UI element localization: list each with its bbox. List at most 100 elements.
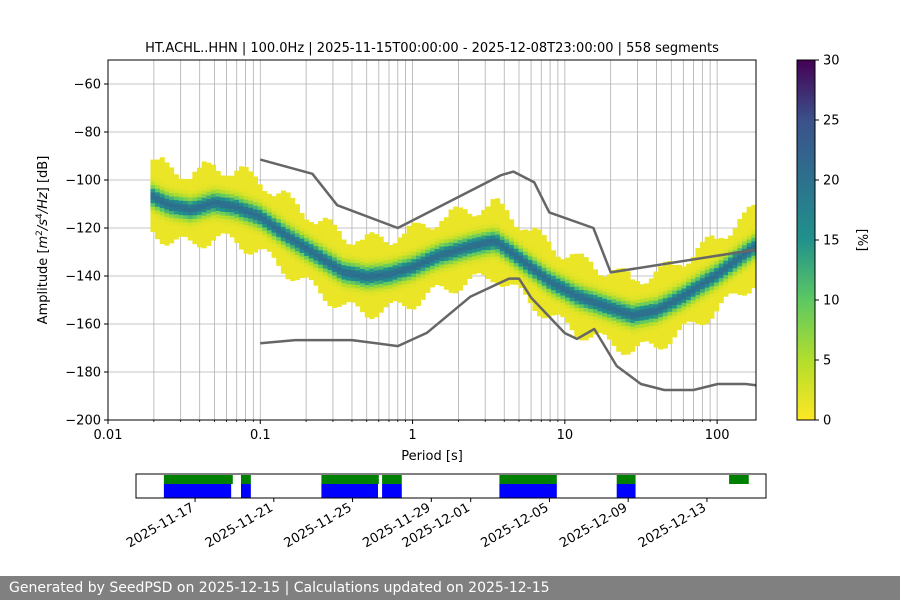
density-cell	[495, 252, 501, 257]
density-cell	[332, 293, 338, 298]
density-cell	[602, 276, 608, 281]
density-cell	[360, 254, 366, 259]
density-cell	[443, 285, 449, 290]
density-cell	[746, 224, 752, 229]
density-cell	[150, 174, 156, 179]
density-cell	[499, 228, 505, 233]
density-cell	[592, 290, 599, 295]
density-cell	[467, 238, 473, 243]
density-cell	[523, 265, 529, 270]
density-cell	[420, 227, 426, 232]
density-cell	[485, 242, 491, 247]
density-cell	[448, 267, 454, 272]
density-cell	[197, 203, 203, 208]
density-cell	[173, 221, 179, 226]
density-cell	[709, 300, 715, 305]
density-cell	[686, 263, 692, 268]
density-cell	[229, 175, 235, 180]
density-cell	[667, 268, 673, 273]
density-cell	[378, 308, 384, 313]
density-cell	[495, 227, 501, 232]
density-cell	[518, 230, 524, 235]
density-cell	[397, 266, 403, 271]
density-cell	[211, 218, 217, 223]
density-cell	[532, 292, 538, 297]
density-cell	[653, 318, 659, 323]
density-cell	[742, 262, 748, 267]
density-cell	[728, 278, 734, 283]
density-cell	[318, 285, 324, 290]
density-cell	[155, 163, 161, 168]
density-cell	[243, 228, 249, 233]
density-cell	[700, 317, 706, 322]
density-cell	[197, 232, 203, 237]
density-cell	[327, 266, 333, 271]
density-cell	[243, 199, 249, 204]
density-cell	[471, 237, 477, 242]
density-cell	[714, 249, 720, 254]
density-cell	[555, 274, 561, 279]
density-cell	[653, 278, 659, 283]
density-cell	[578, 271, 585, 276]
density-cell	[704, 287, 710, 292]
density-cell	[574, 329, 580, 334]
density-cell	[653, 339, 659, 344]
density-cell	[369, 257, 375, 262]
density-cell	[546, 281, 552, 286]
density-cell	[523, 283, 529, 288]
density-cell	[723, 267, 729, 272]
density-cell	[197, 228, 203, 233]
density-cell	[420, 234, 426, 239]
density-cell	[248, 207, 254, 212]
density-cell	[420, 267, 426, 272]
density-cell	[313, 238, 319, 243]
density-cell	[290, 273, 296, 278]
density-cell	[583, 264, 589, 269]
density-cell	[742, 273, 748, 278]
density-cell	[220, 200, 226, 205]
density-cell	[718, 281, 724, 286]
density-cell	[630, 344, 636, 349]
density-cell	[406, 251, 412, 256]
density-cell	[285, 239, 291, 244]
density-cell	[625, 296, 631, 301]
density-cell	[728, 239, 734, 244]
density-cell	[197, 185, 203, 190]
density-cell	[308, 275, 314, 280]
density-cell	[523, 233, 529, 238]
density-cell	[481, 253, 487, 258]
density-cell	[578, 260, 585, 265]
density-cell	[602, 287, 608, 292]
density-cell	[732, 228, 738, 233]
density-cell	[173, 199, 179, 204]
density-cell	[411, 298, 417, 303]
density-cell	[360, 279, 366, 284]
density-cell	[606, 331, 612, 336]
density-cell	[499, 207, 505, 212]
density-cell	[197, 221, 203, 226]
density-cell	[318, 235, 324, 240]
density-cell	[588, 276, 594, 281]
density-cell	[238, 177, 245, 182]
density-cell	[234, 221, 240, 226]
density-cell	[169, 181, 175, 186]
density-cell	[294, 229, 300, 234]
density-cell	[569, 297, 575, 302]
density-cell	[360, 304, 366, 309]
density-cell	[592, 276, 599, 281]
density-cell	[448, 238, 454, 243]
density-cell	[327, 287, 333, 292]
density-cell	[695, 251, 701, 256]
density-cell	[700, 310, 706, 315]
density-cell	[602, 323, 608, 328]
density-cell	[322, 232, 328, 237]
density-cell	[411, 287, 417, 292]
density-cell	[639, 327, 645, 332]
density-cell	[583, 285, 589, 290]
density-cell	[513, 244, 519, 249]
density-cell	[341, 275, 347, 280]
density-cell	[318, 228, 324, 233]
density-cell	[578, 307, 585, 312]
density-cell	[620, 336, 626, 341]
density-cell	[183, 222, 189, 227]
